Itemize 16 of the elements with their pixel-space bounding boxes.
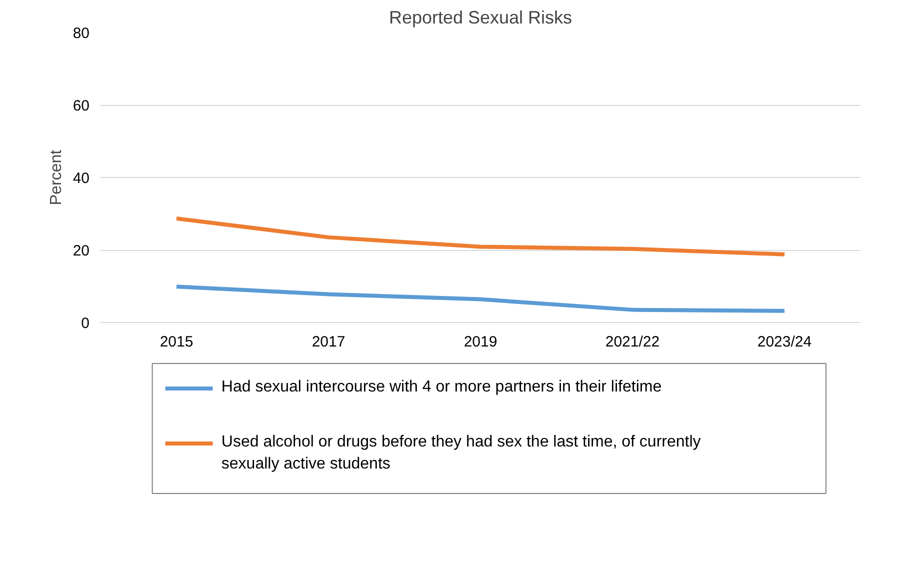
line-series xyxy=(174,284,786,313)
line-series xyxy=(174,216,786,256)
y-tick-label: 40 xyxy=(72,170,90,187)
legend-label: Used alcohol or drugs before they had sex the last time, of currently sexually active students xyxy=(221,434,701,473)
legend-label: Had sexual intercourse with 4 or more partners in their lifetime xyxy=(221,378,662,396)
x-tick-label: 2017 xyxy=(312,334,346,350)
x-tick-label: 2019 xyxy=(464,334,498,350)
y-tick-label: 20 xyxy=(72,242,90,260)
x-tick-label: 2023/24 xyxy=(757,334,812,350)
y-tick-label: 80 xyxy=(72,25,90,42)
chart-title: Reported Sexual Risks xyxy=(388,8,572,28)
y-tick-label: 60 xyxy=(72,98,90,114)
y-axis-title: Percent xyxy=(48,149,65,206)
x-tick-label: 2021/22 xyxy=(605,334,660,350)
y-tick-label: 0 xyxy=(81,315,90,332)
x-tick-label: 2015 xyxy=(160,334,194,350)
